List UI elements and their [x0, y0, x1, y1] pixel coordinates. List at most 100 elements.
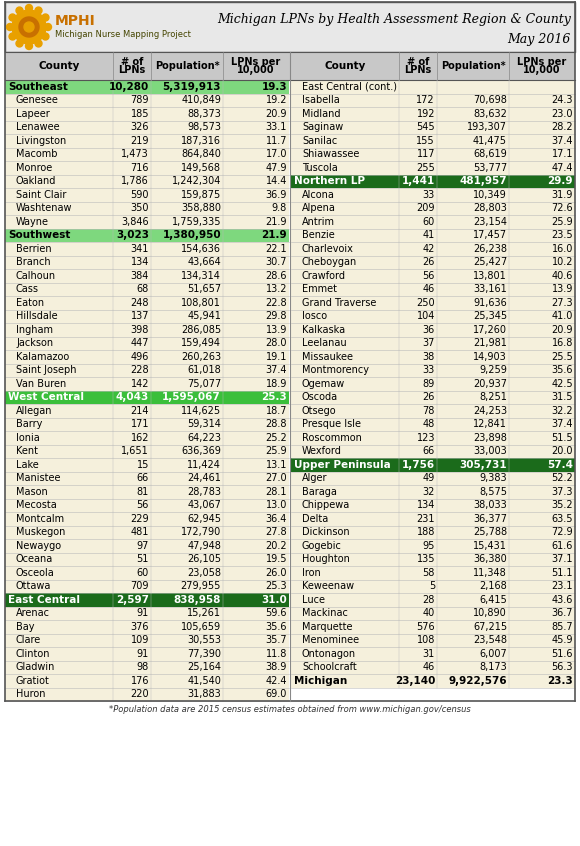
Text: 228: 228 — [130, 365, 149, 376]
Bar — [5, 512, 289, 525]
Text: 27.8: 27.8 — [266, 527, 287, 537]
Text: 481: 481 — [130, 527, 149, 537]
Text: 8,173: 8,173 — [479, 662, 507, 673]
Text: 52.2: 52.2 — [551, 473, 573, 483]
Bar — [291, 404, 575, 417]
Text: 10,349: 10,349 — [473, 190, 507, 200]
Text: 28,803: 28,803 — [473, 203, 507, 213]
Text: 1,651: 1,651 — [121, 446, 149, 456]
Text: 51.1: 51.1 — [552, 568, 573, 578]
Text: Saginaw: Saginaw — [302, 123, 343, 132]
Bar — [291, 242, 575, 255]
Text: 9,259: 9,259 — [479, 365, 507, 376]
Text: 398: 398 — [130, 325, 149, 335]
Text: 41,540: 41,540 — [187, 676, 221, 686]
Text: 47,948: 47,948 — [187, 541, 221, 551]
Text: Monroe: Monroe — [16, 162, 52, 173]
Text: Clinton: Clinton — [16, 649, 50, 659]
Text: 350: 350 — [130, 203, 149, 213]
Text: 1,786: 1,786 — [121, 176, 149, 186]
Text: 30,553: 30,553 — [187, 635, 221, 645]
Text: Tuscola: Tuscola — [302, 162, 338, 173]
Text: 6,007: 6,007 — [479, 649, 507, 659]
Text: 36.4: 36.4 — [266, 514, 287, 524]
Text: 341: 341 — [130, 244, 149, 254]
Text: 28.0: 28.0 — [266, 338, 287, 349]
Text: 279,955: 279,955 — [180, 581, 221, 591]
Text: 59.6: 59.6 — [266, 608, 287, 618]
Text: 19.5: 19.5 — [266, 554, 287, 564]
Text: 36.7: 36.7 — [552, 608, 573, 618]
Text: 172,790: 172,790 — [181, 527, 221, 537]
Text: 22.1: 22.1 — [266, 244, 287, 254]
Text: 66: 66 — [423, 446, 435, 456]
Text: Van Buren: Van Buren — [16, 379, 66, 389]
Text: 28,783: 28,783 — [187, 486, 221, 497]
Bar — [291, 552, 575, 566]
Text: 8,575: 8,575 — [479, 486, 507, 497]
Text: 1,242,304: 1,242,304 — [172, 176, 221, 186]
Text: Lapeer: Lapeer — [16, 109, 50, 118]
Text: 155: 155 — [416, 135, 435, 146]
Text: 60: 60 — [137, 568, 149, 578]
Text: 21,981: 21,981 — [473, 338, 507, 349]
Bar — [5, 525, 289, 539]
Text: Midland: Midland — [302, 109, 340, 118]
Text: Marquette: Marquette — [302, 622, 353, 632]
Text: Allegan: Allegan — [16, 406, 53, 415]
Text: 37.3: 37.3 — [552, 486, 573, 497]
Text: Washtenaw: Washtenaw — [16, 203, 72, 213]
Text: 481,957: 481,957 — [459, 176, 507, 186]
Text: Delta: Delta — [302, 514, 328, 524]
Bar — [5, 539, 289, 552]
Text: 38,033: 38,033 — [473, 500, 507, 510]
Text: 29.9: 29.9 — [548, 176, 573, 186]
Text: 72.6: 72.6 — [552, 203, 573, 213]
Text: Ogemaw: Ogemaw — [302, 379, 345, 389]
Text: 26: 26 — [423, 393, 435, 402]
Text: 35.6: 35.6 — [552, 365, 573, 376]
Text: 590: 590 — [130, 190, 149, 200]
Text: 229: 229 — [130, 514, 149, 524]
Text: Oceana: Oceana — [16, 554, 53, 564]
Text: 1,759,335: 1,759,335 — [172, 217, 221, 227]
Text: 26.0: 26.0 — [266, 568, 287, 578]
Text: 61.6: 61.6 — [552, 541, 573, 551]
Text: 31,883: 31,883 — [187, 689, 221, 700]
Bar — [291, 80, 575, 94]
Text: 49: 49 — [423, 473, 435, 483]
Bar — [291, 525, 575, 539]
Circle shape — [9, 14, 16, 21]
Bar — [291, 444, 575, 458]
Text: Antrim: Antrim — [302, 217, 335, 227]
Text: Ottawa: Ottawa — [16, 581, 52, 591]
Bar — [5, 94, 289, 107]
Text: Population*: Population* — [441, 61, 505, 71]
Text: Michigan LPNs by Health Assessment Region & County: Michigan LPNs by Health Assessment Regio… — [217, 13, 571, 26]
Bar — [5, 377, 289, 391]
Text: 31: 31 — [423, 649, 435, 659]
Text: 17.1: 17.1 — [552, 149, 573, 159]
Text: 24,253: 24,253 — [473, 406, 507, 415]
Bar — [5, 404, 289, 417]
Text: Southeast: Southeast — [8, 82, 68, 91]
Text: LPNs per: LPNs per — [231, 57, 281, 67]
Circle shape — [35, 40, 42, 47]
Text: 33: 33 — [423, 190, 435, 200]
Bar — [5, 364, 289, 377]
Text: 24.3: 24.3 — [552, 96, 573, 105]
Text: 16.0: 16.0 — [552, 244, 573, 254]
Circle shape — [16, 7, 23, 14]
Text: 45.9: 45.9 — [552, 635, 573, 645]
Bar — [5, 458, 289, 471]
Text: 9,383: 9,383 — [480, 473, 507, 483]
Text: 58: 58 — [423, 568, 435, 578]
Text: Michigan: Michigan — [294, 676, 347, 686]
Text: Montmorency: Montmorency — [302, 365, 369, 376]
Text: 13,801: 13,801 — [473, 271, 507, 281]
Text: 41: 41 — [423, 230, 435, 240]
Text: 220: 220 — [130, 689, 149, 700]
Text: Mason: Mason — [16, 486, 48, 497]
Text: 123: 123 — [416, 433, 435, 442]
Text: Crawford: Crawford — [302, 271, 346, 281]
